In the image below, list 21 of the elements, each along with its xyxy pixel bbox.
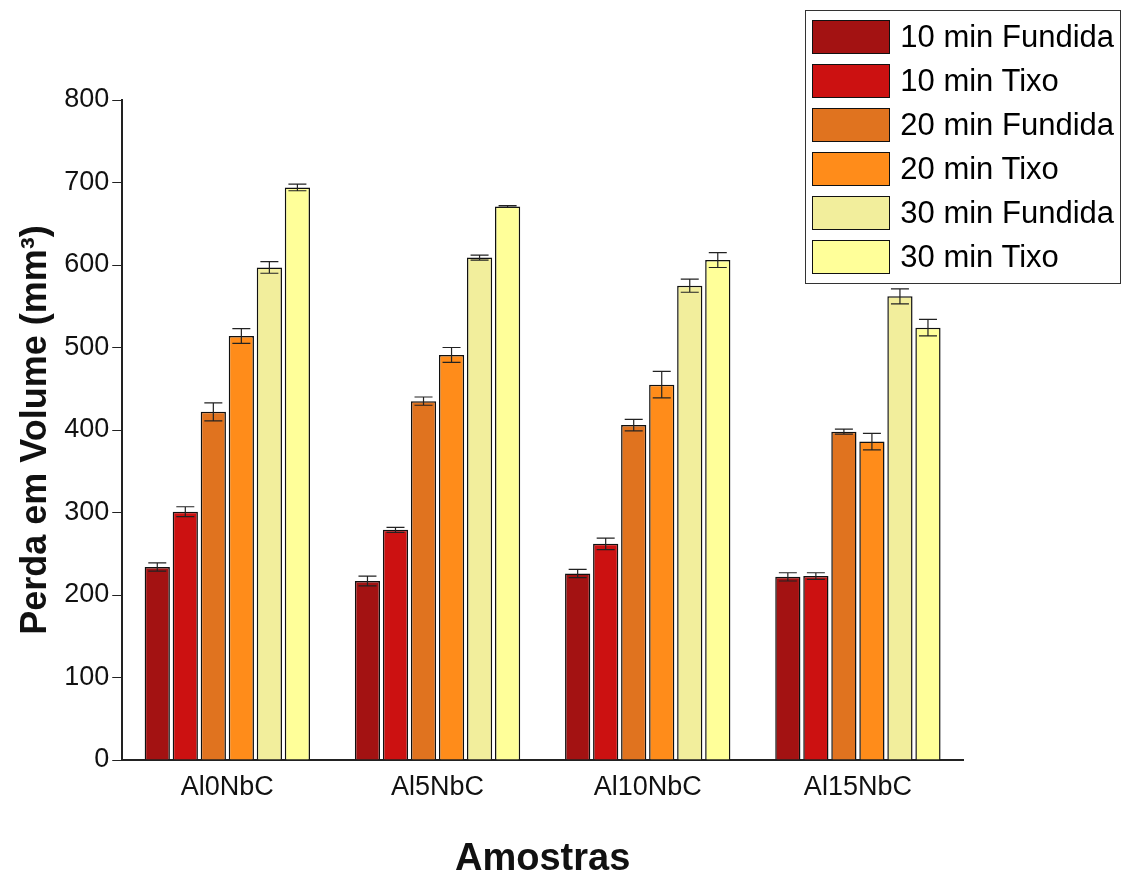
y-tick-label: 500 [64, 330, 110, 361]
legend-label: 30 min Tixo [900, 239, 1059, 275]
y-tick-label: 200 [64, 578, 110, 609]
x-tick-label: Al15NbC [803, 770, 912, 801]
x-axis-title: Amostras [454, 835, 631, 878]
x-tick-label: Al0NbC [180, 770, 274, 801]
legend-label: 20 min Fundida [900, 107, 1114, 143]
y-axis-title: Perda em Volume (mm³) [12, 225, 54, 635]
y-tick-label: 0 [94, 743, 110, 774]
y-tick-label: 700 [64, 165, 110, 196]
y-tick-label: 100 [64, 660, 110, 691]
y-tick-label: 400 [64, 413, 110, 444]
y-tick-label: 300 [64, 495, 110, 526]
x-tick-label: Al10NbC [593, 770, 702, 801]
legend-label: 10 min Fundida [900, 19, 1114, 55]
y-tick-label: 800 [64, 83, 110, 114]
legend-label: 20 min Tixo [900, 151, 1059, 187]
x-tick-label: Al5NbC [391, 770, 485, 801]
y-tick-label: 600 [64, 248, 110, 279]
legend-label: 10 min Tixo [900, 63, 1059, 99]
legend-label: 30 min Fundida [900, 195, 1114, 231]
